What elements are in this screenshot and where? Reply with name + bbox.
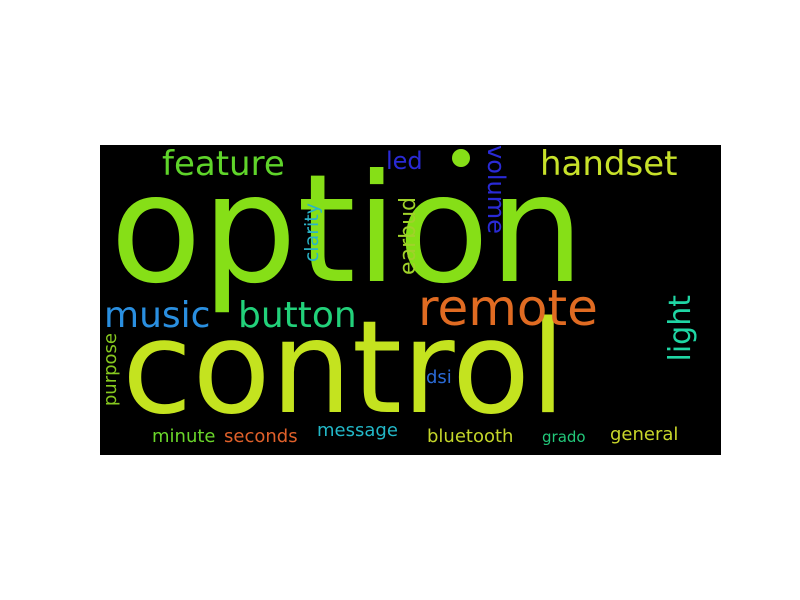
word-clarity: clarity bbox=[301, 203, 323, 263]
word-message: message bbox=[317, 420, 398, 441]
word-feature: feature bbox=[162, 145, 285, 184]
dot-mark bbox=[452, 149, 470, 167]
word-volume: volume bbox=[482, 145, 510, 234]
word-light: light bbox=[663, 295, 698, 362]
word-option: option bbox=[110, 145, 585, 317]
word-minute: minute bbox=[152, 426, 216, 447]
word-seconds: seconds bbox=[224, 426, 298, 447]
word-button: button bbox=[238, 295, 357, 336]
word-purpose: purpose bbox=[100, 333, 121, 407]
word-remote: remote bbox=[418, 279, 598, 337]
word-bluetooth: bluetooth bbox=[427, 426, 514, 447]
word-cloud: option control remote feature handset mu… bbox=[100, 145, 721, 455]
word-grado: grado bbox=[542, 428, 586, 446]
word-handset: handset bbox=[540, 145, 678, 184]
word-earbud: earbud bbox=[396, 197, 421, 275]
word-control: control bbox=[122, 294, 566, 443]
word-general: general bbox=[610, 424, 679, 445]
word-led: led bbox=[386, 147, 423, 175]
word-music: music bbox=[104, 295, 211, 336]
word-dsi: dsi bbox=[426, 367, 452, 388]
